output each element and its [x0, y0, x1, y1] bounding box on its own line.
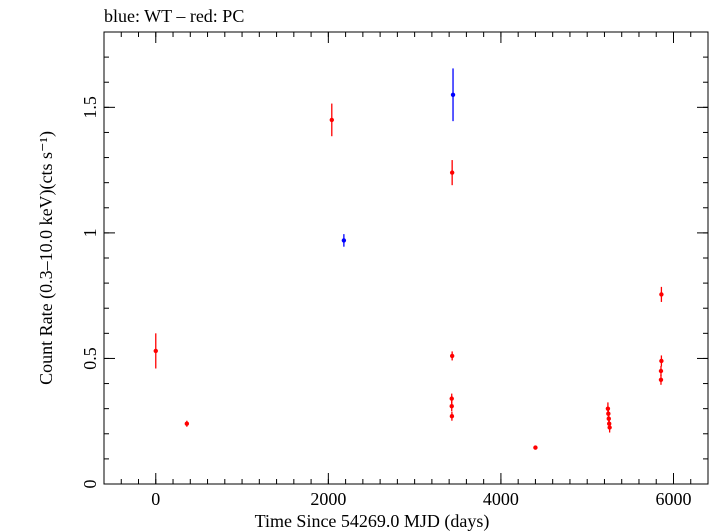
y-tick-labels: 0 0.5 1 1.5 — [80, 96, 100, 488]
data-point — [450, 92, 456, 97]
data-point — [449, 170, 455, 175]
x-tick-labels: 0 2000 4000 6000 — [151, 489, 691, 509]
data-point — [607, 425, 612, 430]
data-point — [659, 292, 664, 297]
y-tick-label: 0.5 — [80, 347, 100, 370]
data-point — [449, 414, 455, 419]
y-axis-label: Count Rate (0.3–10.0 keV)(cts s⁻¹) — [36, 131, 57, 385]
data-point — [658, 368, 664, 374]
x-tick-label: 2000 — [310, 489, 346, 509]
data-point — [153, 348, 158, 354]
data-point — [533, 445, 538, 450]
data-point — [449, 403, 454, 409]
x-tick-label: 4000 — [483, 489, 519, 509]
data-point — [658, 377, 664, 382]
plot-frame — [103, 31, 709, 485]
x-tick-label: 6000 — [655, 489, 691, 509]
axis-ticks — [103, 31, 709, 485]
data-point — [449, 396, 454, 401]
y-tick-label: 1.5 — [80, 96, 100, 119]
y-tick-label: 0 — [80, 480, 100, 489]
x-tick-label: 0 — [151, 489, 160, 509]
data-point — [449, 353, 455, 359]
x-axis-label: Time Since 54269.0 MJD (days) — [255, 511, 490, 532]
data-point — [329, 117, 334, 123]
data-point — [184, 421, 190, 426]
y-tick-label: 1 — [80, 228, 100, 237]
chart-title: blue: WT – red: PC — [104, 6, 244, 26]
data-point — [659, 358, 664, 364]
data-point — [341, 238, 347, 243]
data-points — [153, 68, 664, 450]
